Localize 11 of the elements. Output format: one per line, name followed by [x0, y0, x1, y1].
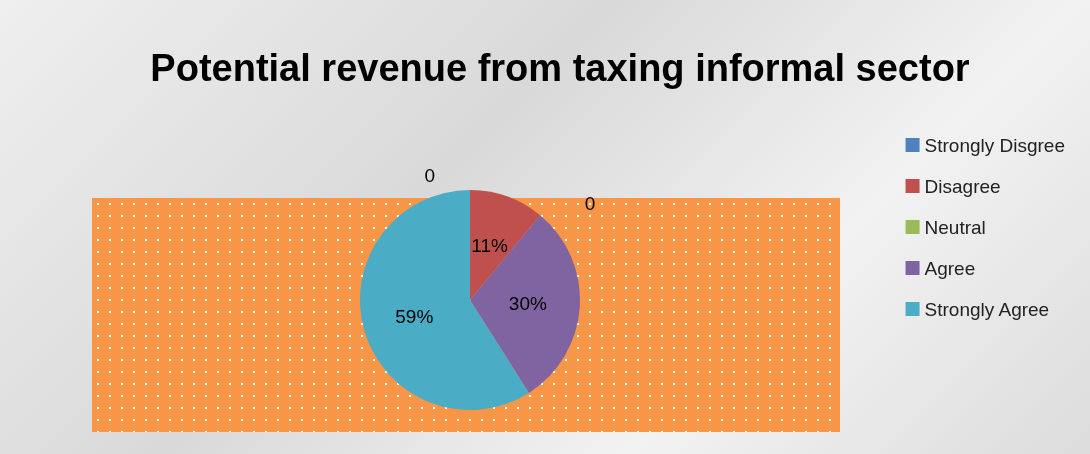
- legend-label: Strongly Disgree: [924, 134, 1065, 156]
- data-label: 11%: [471, 234, 509, 256]
- legend-label: Strongly Agree: [924, 298, 1050, 320]
- data-label: 59%: [395, 305, 434, 327]
- text: 0: [584, 193, 596, 215]
- text: 0: [424, 164, 435, 186]
- chart-title: Potential revenue from taxing informal sector: [150, 47, 970, 89]
- data-label: 30%: [508, 293, 547, 315]
- legend-label: Disagree: [924, 175, 1001, 197]
- legend-label: Neutral: [924, 216, 986, 238]
- legend-label: Agree: [924, 257, 976, 279]
